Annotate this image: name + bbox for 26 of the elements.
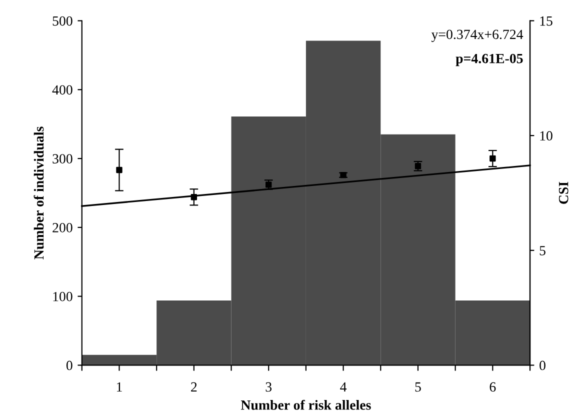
x-tick-label: 3 bbox=[266, 382, 272, 392]
y-axis-title: Number of individuals bbox=[34, 126, 44, 260]
annotation: y=0.374x+6.724 bbox=[431, 30, 524, 42]
x-tick-label: 4 bbox=[340, 382, 347, 392]
y-tick-label: 500 bbox=[52, 16, 72, 26]
y-tick-label: 100 bbox=[53, 292, 72, 302]
y-tick-label: 300 bbox=[52, 154, 72, 164]
y-tick-label: 200 bbox=[52, 223, 72, 232]
x-tick-label: 2 bbox=[191, 382, 197, 392]
x-tick-label: 6 bbox=[490, 382, 496, 392]
point bbox=[190, 194, 198, 200]
x-tick-label: 1 bbox=[116, 382, 122, 392]
y2-tick-label: 15 bbox=[540, 16, 552, 26]
y2-axis-title: CSI bbox=[558, 182, 568, 204]
point bbox=[414, 163, 422, 170]
point bbox=[490, 155, 496, 162]
y2-tick-label: 10 bbox=[540, 131, 552, 141]
y-tick-label: 0 bbox=[66, 360, 72, 370]
y-tick-label: 400 bbox=[52, 85, 72, 95]
x-tick-label: 5 bbox=[415, 382, 421, 392]
y2-tick-label: 0 bbox=[540, 360, 546, 370]
annotation: p=4.61E-05 bbox=[456, 54, 523, 66]
point bbox=[116, 166, 122, 174]
x-axis-title: Number of risk alleles bbox=[240, 400, 371, 410]
y2-tick-label: 5 bbox=[540, 246, 546, 256]
point bbox=[340, 172, 346, 178]
